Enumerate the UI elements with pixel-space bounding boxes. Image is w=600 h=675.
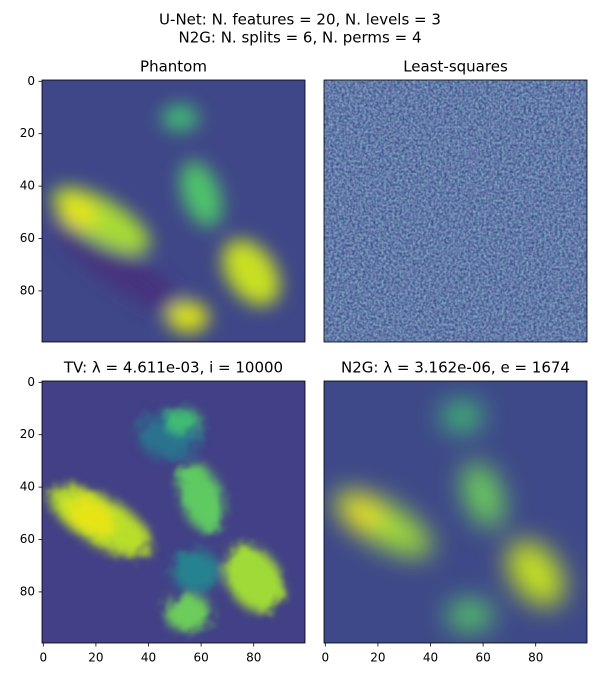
blobs — [49, 408, 284, 632]
panel-title: TV: λ = 4.611e-03, i = 10000 — [63, 359, 283, 377]
x-tick-label: 20 — [88, 651, 103, 665]
frame — [323, 380, 588, 644]
blob — [462, 462, 504, 528]
blob — [441, 400, 484, 433]
suptitle: U-Net: N. features = 20, N. levels = 3 — [159, 11, 441, 29]
y-tick-label: 60 — [20, 231, 35, 245]
blob — [177, 462, 225, 533]
image — [42, 381, 305, 643]
blob — [164, 408, 202, 435]
blob — [57, 195, 98, 230]
blob — [507, 540, 565, 607]
blobs — [334, 400, 565, 632]
y-tick-label: 0 — [27, 375, 35, 389]
panel-title: Phantom — [140, 58, 207, 76]
frame — [41, 380, 306, 644]
panel-title: Least-squares — [403, 58, 508, 76]
blob — [446, 599, 494, 632]
y-tick-label: 40 — [20, 179, 35, 193]
image — [324, 80, 587, 342]
blob — [52, 219, 192, 321]
noise — [324, 80, 587, 342]
x-tick-label: 80 — [528, 651, 543, 665]
y-tick-label: 20 — [20, 126, 35, 140]
x-tick-label: 40 — [141, 651, 156, 665]
blob — [166, 301, 210, 333]
x-tick-label: 80 — [246, 651, 261, 665]
y-tick-label: 20 — [20, 427, 35, 441]
frame — [41, 79, 306, 343]
suptitle: N2G: N. splits = 6, N. perms = 4 — [178, 29, 421, 47]
x-tick-label: 60 — [475, 651, 490, 665]
y-tick-label: 40 — [20, 480, 35, 494]
blob — [180, 161, 222, 227]
image — [324, 381, 587, 643]
y-tick-label: 0 — [27, 74, 35, 88]
x-tick-label: 20 — [370, 651, 385, 665]
blob — [164, 594, 212, 632]
y-tick-label: 80 — [20, 283, 35, 297]
x-tick-label: 60 — [193, 651, 208, 665]
x-tick-label: 40 — [423, 651, 438, 665]
frame — [323, 79, 588, 343]
blob — [223, 545, 284, 613]
x-tick-label: 0 — [39, 651, 47, 665]
blob — [172, 549, 220, 592]
x-tick-label: 0 — [321, 651, 329, 665]
blob — [222, 239, 280, 306]
blob — [66, 497, 115, 535]
y-tick-label: 60 — [20, 532, 35, 546]
panel-title: N2G: λ = 3.162e-06, e = 1674 — [341, 359, 570, 377]
y-tick-label: 80 — [20, 584, 35, 598]
blobs — [52, 104, 280, 333]
blob — [161, 104, 199, 132]
image — [42, 80, 305, 342]
blob — [342, 496, 382, 531]
